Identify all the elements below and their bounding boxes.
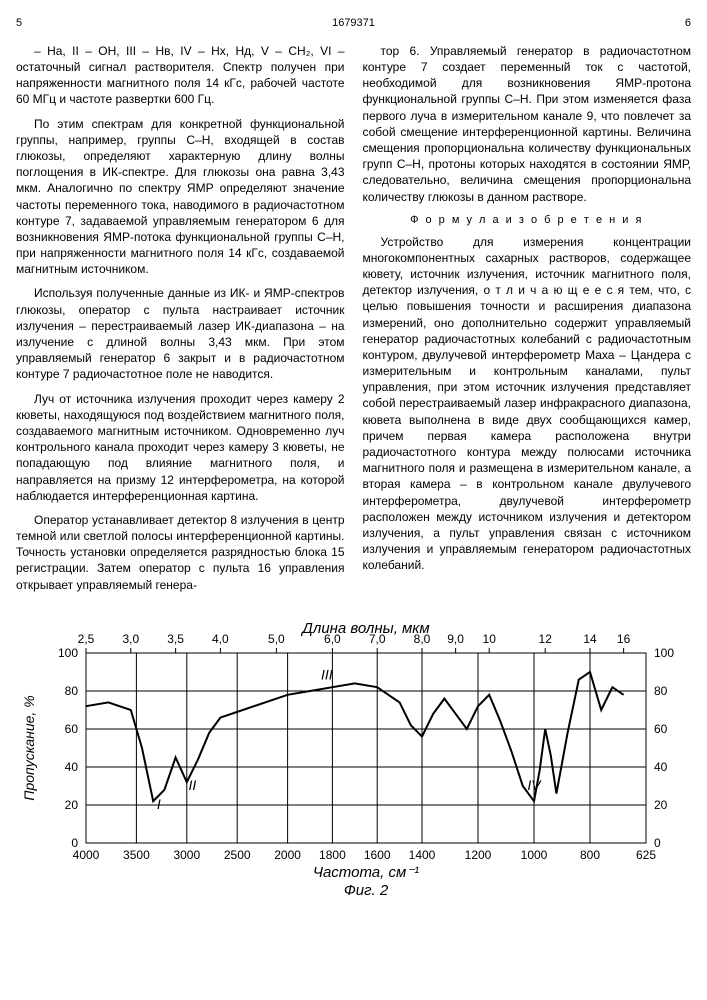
svg-text:40: 40: [654, 760, 668, 774]
svg-text:Фиг. 2: Фиг. 2: [344, 882, 389, 899]
svg-text:II: II: [189, 777, 197, 793]
svg-text:Длина волны, мкм: Длина волны, мкм: [300, 620, 429, 637]
chart-svg: 0020204040606080801001004000350030002500…: [16, 619, 686, 909]
svg-text:40: 40: [65, 760, 79, 774]
ir-spectrum-chart: 0020204040606080801001004000350030002500…: [16, 619, 691, 909]
svg-text:14: 14: [583, 632, 597, 646]
para: тор 6. Управляемый генератор в радиочаст…: [363, 43, 692, 205]
svg-text:5,0: 5,0: [268, 632, 285, 646]
svg-text:80: 80: [65, 684, 79, 698]
svg-text:2500: 2500: [224, 848, 251, 862]
svg-text:2,5: 2,5: [78, 632, 95, 646]
svg-text:4,0: 4,0: [212, 632, 229, 646]
svg-text:1000: 1000: [521, 848, 548, 862]
svg-text:3,0: 3,0: [122, 632, 139, 646]
svg-text:800: 800: [580, 848, 600, 862]
para: Луч от источника излучения проходит чере…: [16, 391, 345, 504]
svg-text:10: 10: [483, 632, 497, 646]
formula-title: Ф о р м у л а и з о б р е т е н и я: [363, 213, 692, 228]
svg-text:1800: 1800: [319, 848, 346, 862]
svg-text:4000: 4000: [73, 848, 100, 862]
para: Оператор устанавливает детектор 8 излуче…: [16, 512, 345, 593]
page-num-right: 6: [685, 16, 691, 31]
para: – На, II – ОН, III – Нв, IV – Нх, Нд, V …: [16, 43, 345, 108]
doc-number: 1679371: [332, 16, 375, 31]
svg-text:20: 20: [65, 798, 79, 812]
svg-text:80: 80: [654, 684, 668, 698]
svg-text:100: 100: [58, 646, 78, 660]
svg-text:1600: 1600: [364, 848, 391, 862]
para: Используя полученные данные из ИК- и ЯМР…: [16, 285, 345, 382]
svg-text:2000: 2000: [274, 848, 301, 862]
formula-para: Устройство для измерения концентрации мн…: [363, 234, 692, 574]
svg-text:3,5: 3,5: [167, 632, 184, 646]
text-columns: – На, II – ОН, III – Нв, IV – Нх, Нд, V …: [16, 43, 691, 601]
svg-text:20: 20: [654, 798, 668, 812]
svg-text:III: III: [321, 666, 333, 682]
right-column: тор 6. Управляемый генератор в радиочаст…: [363, 43, 692, 601]
para: По этим спектрам для конкретной функцион…: [16, 116, 345, 278]
svg-text:1200: 1200: [465, 848, 492, 862]
svg-text:625: 625: [636, 848, 656, 862]
svg-text:3500: 3500: [123, 848, 150, 862]
page-num-left: 5: [16, 16, 22, 31]
svg-text:16: 16: [617, 632, 631, 646]
svg-text:100: 100: [654, 646, 674, 660]
svg-text:1400: 1400: [409, 848, 436, 862]
svg-text:12: 12: [539, 632, 553, 646]
svg-text:I: I: [157, 796, 161, 812]
left-column: – На, II – ОН, III – Нв, IV – Нх, Нд, V …: [16, 43, 345, 601]
svg-text:IV: IV: [527, 777, 542, 793]
svg-text:9,0: 9,0: [447, 632, 464, 646]
svg-text:60: 60: [654, 722, 668, 736]
svg-text:Частота, см⁻¹: Частота, см⁻¹: [313, 864, 419, 881]
svg-text:Пропускание, %: Пропускание, %: [21, 695, 37, 800]
svg-text:60: 60: [65, 722, 79, 736]
page-header: 5 1679371 6: [16, 16, 691, 31]
svg-text:3000: 3000: [173, 848, 200, 862]
